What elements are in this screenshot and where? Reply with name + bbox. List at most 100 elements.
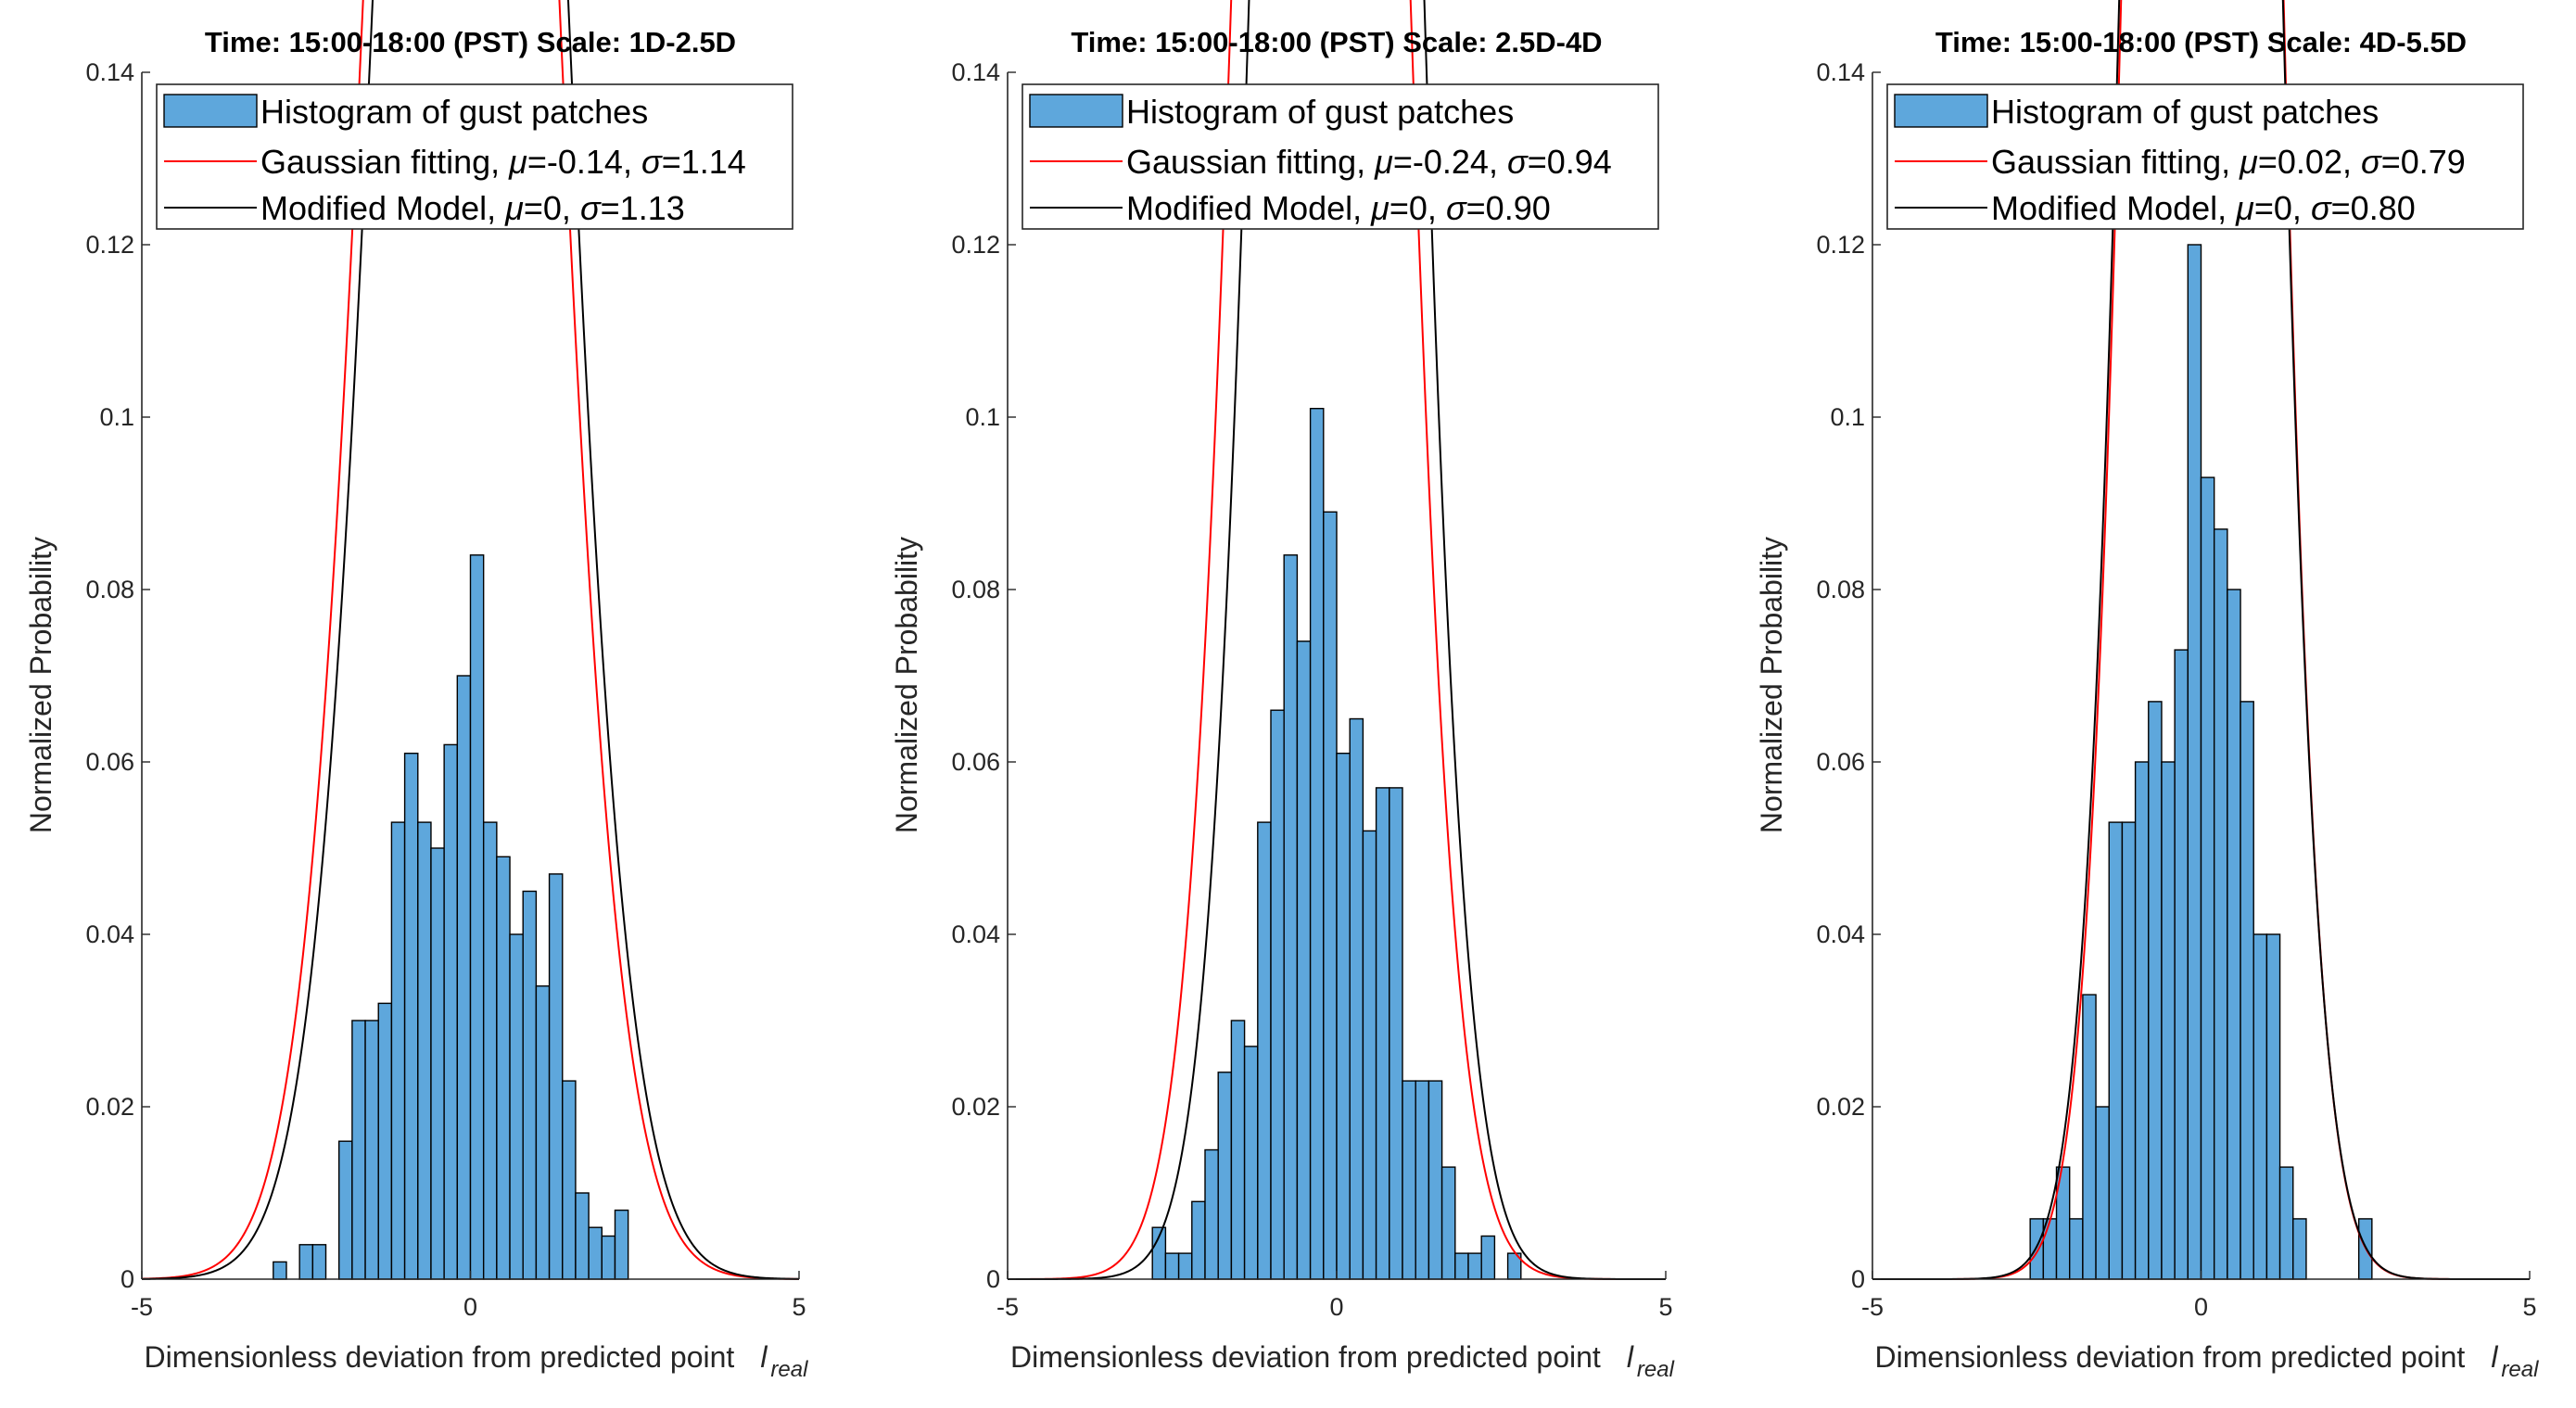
histogram-bar <box>2134 761 2150 1280</box>
histogram-bar <box>482 821 498 1280</box>
y-tick-label: 0.1 <box>99 403 134 431</box>
y-tick-label: 0.12 <box>1816 231 1865 259</box>
x-tick-label: 0 <box>1329 1293 1343 1321</box>
histogram-bar <box>2108 821 2124 1280</box>
x-tick-label: 5 <box>1658 1293 1672 1321</box>
y-axis-label: Normalized Probability <box>890 537 923 833</box>
histogram-bar <box>443 743 459 1280</box>
y-tick-label: 0.02 <box>85 1093 134 1121</box>
y-axis-label: Normalized Probability <box>24 537 57 833</box>
histogram-bar <box>351 1020 366 1280</box>
y-tick-label: 0.04 <box>951 920 1000 948</box>
histogram-bar <box>2265 933 2281 1280</box>
histogram-bar <box>1164 1252 1180 1280</box>
histogram-bar <box>614 1209 629 1280</box>
histogram-bar <box>390 821 406 1280</box>
legend-histogram-swatch <box>1029 94 1123 128</box>
y-tick-label: 0.14 <box>85 58 134 86</box>
y-tick-label: 0.1 <box>1830 403 1865 431</box>
legend: Histogram of gust patches Gaussian fittin… <box>1886 83 2524 230</box>
gaussian-fit-curve <box>1008 0 1666 1280</box>
gaussian-fit-curve <box>141 0 800 1280</box>
histogram-bar <box>2200 476 2215 1280</box>
y-tick-label: 0.04 <box>1816 920 1865 948</box>
histogram-bar <box>2095 1106 2110 1280</box>
y-tick-label: 0.14 <box>951 58 1000 86</box>
histogram-bar <box>1349 717 1364 1280</box>
histogram-bar <box>2068 1218 2084 1280</box>
y-tick-label: 0 <box>121 1265 134 1293</box>
histogram-bar <box>588 1226 603 1280</box>
histogram-bar <box>1402 1080 1416 1280</box>
y-tick-label: 0 <box>1851 1265 1865 1293</box>
legend-gaussian-label: Gaussian fitting, μ=-0.24, σ=0.94 <box>1126 143 1612 181</box>
x-axis-label: Dimensionless deviation from predicted p… <box>145 1340 809 1382</box>
histogram-bar <box>469 554 485 1280</box>
histogram-bar <box>403 753 419 1280</box>
histogram-bar <box>2187 244 2202 1280</box>
y-tick-label: 0.12 <box>85 231 134 259</box>
y-tick-label: 0.02 <box>951 1093 1000 1121</box>
histogram-bar <box>364 1020 379 1280</box>
histogram-bar <box>2148 701 2163 1280</box>
legend-histogram-swatch <box>163 94 258 128</box>
histogram-bar <box>2227 589 2241 1280</box>
histogram-bar <box>1336 753 1351 1280</box>
histogram-bar <box>2278 1166 2294 1280</box>
modified-model-curve <box>1008 0 1666 1280</box>
histogram-bar <box>2252 933 2268 1280</box>
histogram-bar <box>1415 1080 1430 1280</box>
histogram-bar <box>1454 1252 1469 1280</box>
y-tick-label: 0.1 <box>965 403 1000 431</box>
x-tick-label: -5 <box>131 1293 153 1321</box>
histogram-bar <box>2240 701 2254 1280</box>
x-tick-label: -5 <box>1861 1293 1884 1321</box>
y-axis-label: Normalized Probability <box>1755 537 1788 833</box>
legend: Histogram of gust patches Gaussian fittin… <box>156 83 793 230</box>
y-tick-label: 0.08 <box>85 576 134 603</box>
histogram-bar <box>601 1235 616 1280</box>
legend-histogram-swatch <box>1894 94 1988 128</box>
histogram-bar <box>1428 1080 1443 1280</box>
modified-model-curve <box>141 0 800 1280</box>
x-tick-label: 5 <box>792 1293 806 1321</box>
histogram-bar <box>1283 554 1299 1280</box>
histogram-bar <box>1243 1046 1259 1280</box>
legend-gaussian-label: Gaussian fitting, μ=0.02, σ=0.79 <box>1991 143 2466 181</box>
chart-title: Time: 15:00-18:00 (PST) Scale: 4D-5.5D <box>1935 26 2467 58</box>
histogram-bar <box>1389 787 1403 1280</box>
legend-model-label: Modified Model, μ=0, σ=1.13 <box>260 189 685 227</box>
legend: Histogram of gust patches Gaussian fittin… <box>1022 83 1659 230</box>
y-tick-label: 0.02 <box>1816 1093 1865 1121</box>
histogram-bar <box>2029 1218 2045 1280</box>
histogram-bar <box>1230 1020 1246 1280</box>
histogram-bar <box>2213 528 2228 1280</box>
y-tick-label: 0.08 <box>951 576 1000 603</box>
histogram-bar <box>2082 994 2097 1280</box>
x-axis-label: Dimensionless deviation from predicted p… <box>1010 1340 1675 1382</box>
y-tick-label: 0.06 <box>85 748 134 776</box>
legend-gaussian-label: Gaussian fitting, μ=-0.14, σ=1.14 <box>260 143 746 181</box>
histogram-bar <box>338 1140 353 1280</box>
histogram-bar <box>1204 1148 1219 1280</box>
histogram-bar <box>2174 649 2189 1280</box>
y-tick-label: 0 <box>986 1265 1000 1293</box>
y-tick-label: 0.06 <box>1816 748 1865 776</box>
y-tick-label: 0.12 <box>951 231 1000 259</box>
histogram-bar <box>1309 408 1325 1280</box>
y-tick-label: 0.04 <box>85 920 134 948</box>
histogram-bar <box>1362 830 1377 1280</box>
x-tick-label: 5 <box>2522 1293 2536 1321</box>
histogram-bar <box>430 847 445 1280</box>
histogram-bar <box>377 1002 393 1280</box>
legend-box <box>156 83 793 230</box>
histogram-bar <box>1191 1200 1206 1280</box>
histogram-bar <box>496 856 511 1280</box>
histogram-bar <box>273 1261 287 1280</box>
histogram-bar <box>1270 709 1285 1280</box>
legend-box <box>1886 83 2524 230</box>
histogram-bar <box>1323 511 1338 1280</box>
